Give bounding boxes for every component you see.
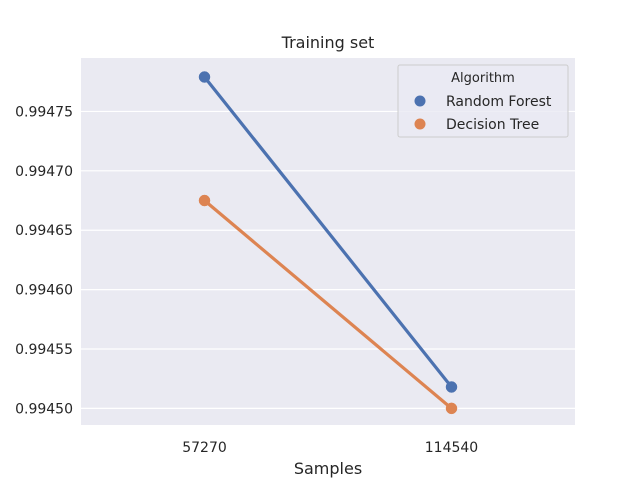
series-line-1 [202,198,454,410]
legend-title: Algorithm [451,71,515,86]
y-tick-label: 0.99460 [15,283,73,299]
data-point [445,402,458,415]
series-line-0 [202,75,454,389]
y-tick-labels: 0.99450 0.99455 0.99460 0.99465 0.99470 0.994… [15,104,73,417]
legend-marker [414,118,426,130]
y-tick-label: 0.99450 [15,401,73,417]
legend-items: Random Forest Decision Tree [414,94,552,133]
legend-box [397,64,569,138]
legend-label: Random Forest [446,94,552,110]
x-axis-title: Samples [294,459,362,478]
chart-title: Training set [281,33,375,52]
x-tick-label: 114540 [425,440,478,456]
y-tick-label: 0.99465 [15,223,73,239]
y-tick-label: 0.99475 [15,104,73,120]
y-tick-label: 0.99470 [15,164,73,180]
y-tick-label: 0.99455 [15,342,73,358]
data-point [198,194,211,207]
legend-label: Decision Tree [446,117,539,133]
series-group [198,71,458,415]
x-tick-label: 57270 [182,440,227,456]
data-point [198,71,211,83]
data-point [445,381,458,393]
legend-marker [414,95,426,107]
x-tick-labels: 57270 114540 [182,440,478,456]
legend: Algorithm Random Forest Decision Tree [397,64,569,138]
